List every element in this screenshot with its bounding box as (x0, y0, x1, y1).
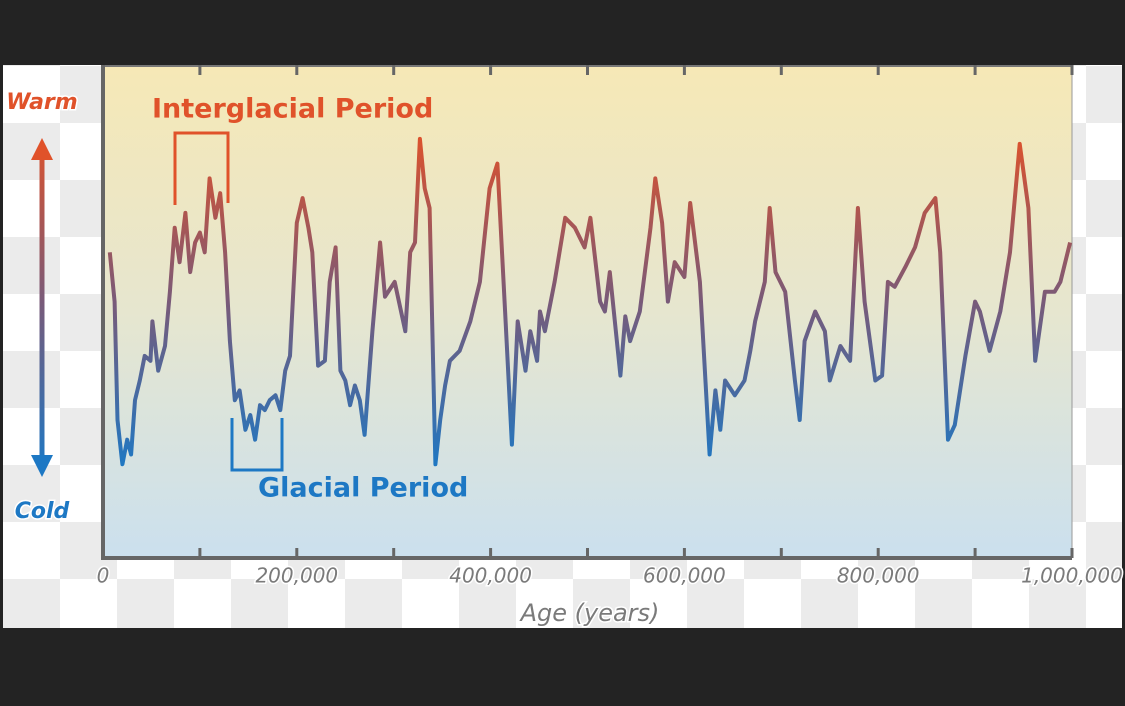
arrow-head-down (31, 455, 53, 477)
x-tick-label: 0 (97, 564, 110, 588)
x-axis-title: Age (years) (519, 599, 660, 627)
x-tick-label: 800,000 (837, 564, 920, 588)
plot-area (103, 65, 1072, 558)
arrow-head-up (31, 138, 53, 160)
interglacial-bracket (173, 131, 230, 205)
x-tick-label: 200,000 (255, 564, 338, 588)
cold-label: Cold (15, 499, 70, 524)
glacial-bracket (230, 418, 284, 472)
x-tick-label: 600,000 (643, 564, 726, 588)
glacial-annotation: Glacial Period (258, 473, 468, 504)
temperature-line (107, 136, 1073, 467)
warm-label: Warm (6, 90, 77, 115)
interglacial-annotation: Interglacial Period (152, 94, 433, 125)
x-tick-label: 1,000,000 (1021, 564, 1123, 588)
x-tick-label: 400,000 (449, 564, 532, 588)
